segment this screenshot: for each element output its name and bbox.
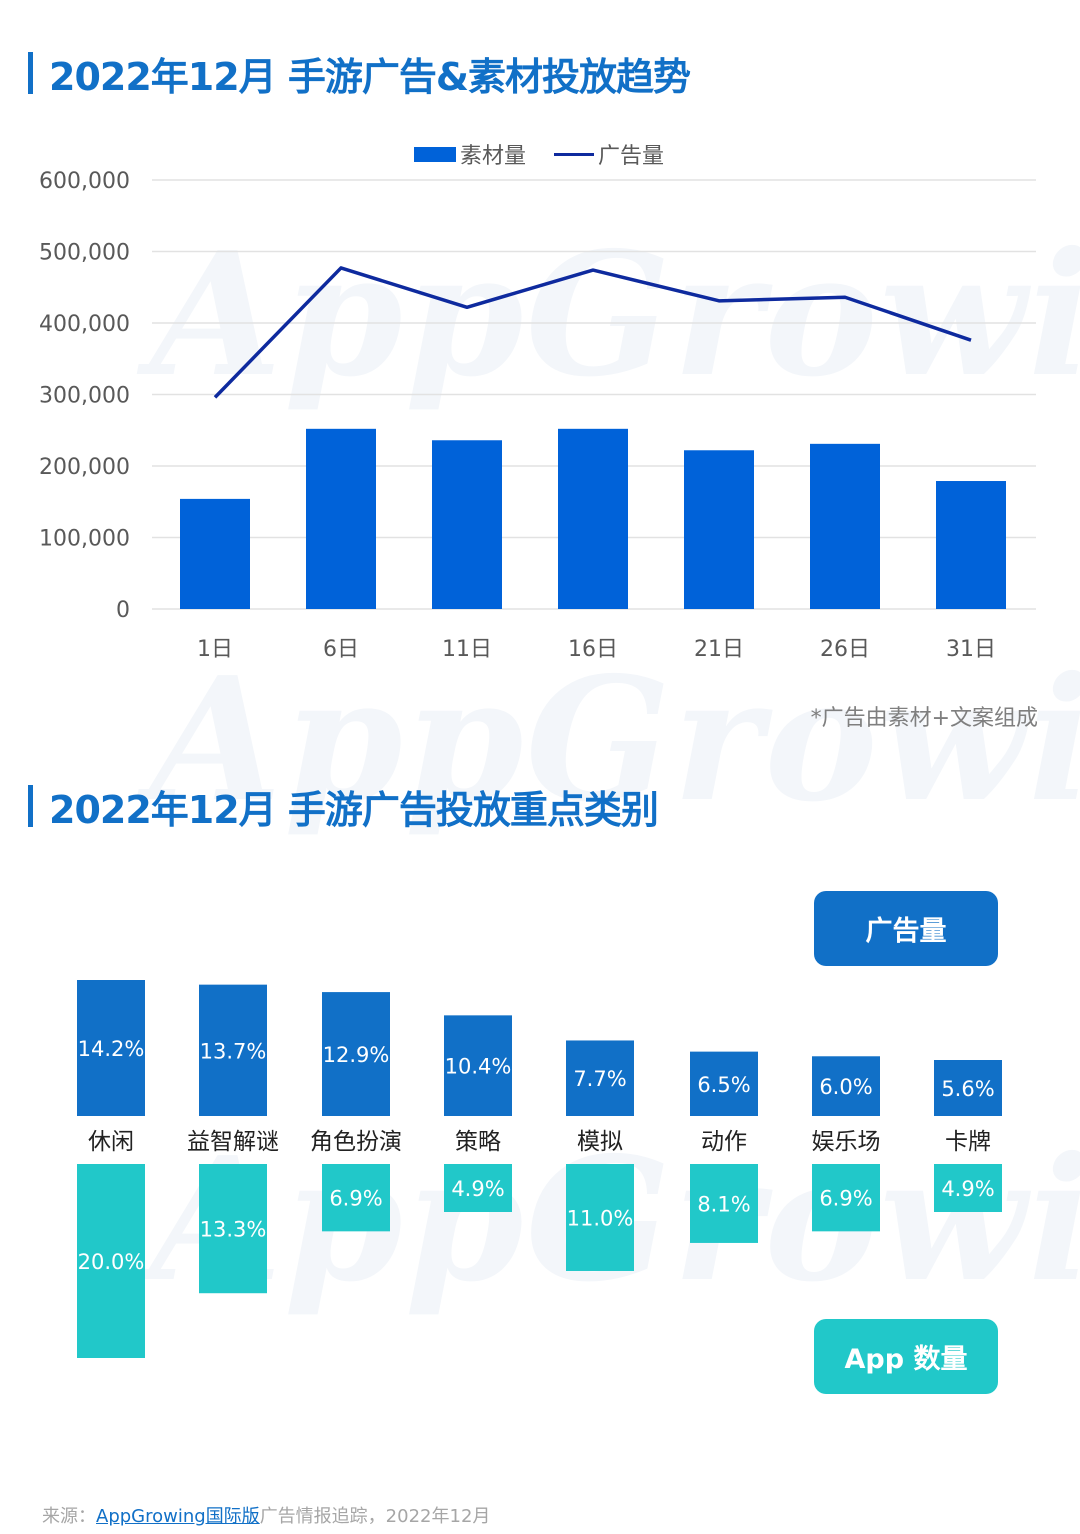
material-bar xyxy=(432,440,502,609)
title-accent-bar xyxy=(28,52,33,94)
x-tick-label: 16日 xyxy=(568,637,618,662)
y-tick-label: 600,000 xyxy=(39,169,130,194)
category-label: 卡牌 xyxy=(945,1129,991,1155)
ads-share-value: 13.7% xyxy=(200,1039,267,1063)
trend-chart: 0 100,000 200,000 300,000 400,000 500,000 600,… xyxy=(39,169,1036,662)
y-tick-label: 200,000 xyxy=(39,455,130,480)
section-title-text: 2022年12月 手游广告&素材投放趋势 xyxy=(49,54,691,99)
y-tick-label: 400,000 xyxy=(39,312,130,337)
x-tick-label: 31日 xyxy=(946,637,996,662)
material-bar xyxy=(936,481,1006,609)
category-label: 模拟 xyxy=(577,1129,623,1155)
y-tick-label: 500,000 xyxy=(39,241,130,266)
x-tick-label: 6日 xyxy=(323,637,359,662)
ads-share-value: 14.2% xyxy=(78,1037,145,1061)
category-chart: 14.2% 13.7% 12.9% 10.4% 7.7% 6.5% 6.0% 5.6% 休闲 益智… xyxy=(77,980,1002,1358)
ads-share-bar xyxy=(444,1015,512,1116)
material-bar xyxy=(810,443,880,609)
app-share-bar xyxy=(199,1164,267,1294)
y-tick-label: 0 xyxy=(116,598,130,623)
app-share-value: 4.9% xyxy=(941,1177,994,1201)
legend-line-swatch-icon xyxy=(554,152,595,156)
app-share-bar xyxy=(77,1164,145,1358)
app-share-value: 8.1% xyxy=(697,1192,750,1216)
app-share-bar xyxy=(566,1164,634,1271)
material-bar xyxy=(558,428,628,609)
title-accent-bar xyxy=(28,785,33,827)
legend-bar-swatch-icon xyxy=(414,146,456,162)
ads-share-bar xyxy=(77,980,145,1116)
category-label: 策略 xyxy=(455,1129,501,1155)
material-bar xyxy=(684,450,754,609)
source-suffix: 广告情报追踪，2022年12月 xyxy=(259,1506,491,1527)
material-bar xyxy=(306,428,376,609)
section-title-text: 2022年12月 手游广告投放重点类别 xyxy=(49,787,659,832)
x-tick-label: 1日 xyxy=(197,637,233,662)
ads-share-value: 5.6% xyxy=(941,1077,994,1101)
pill-ads-label: 广告量 xyxy=(865,916,947,947)
app-share-bar xyxy=(690,1164,758,1243)
ads-share-value: 6.5% xyxy=(697,1073,750,1097)
ads-share-bar xyxy=(322,992,390,1116)
section-title-trend: 2022年12月 手游广告&素材投放趋势 xyxy=(28,50,691,99)
app-share-value: 6.9% xyxy=(329,1187,382,1211)
category-label: 益智解谜 xyxy=(187,1129,279,1155)
ads-share-bar xyxy=(812,1056,880,1116)
category-label: 娱乐场 xyxy=(812,1129,881,1155)
source-link[interactable]: AppGrowing国际版 xyxy=(96,1506,260,1527)
category-label: 动作 xyxy=(701,1129,747,1155)
chart-footnote: *广告由素材+文案组成 xyxy=(810,706,1038,731)
x-tick-label: 26日 xyxy=(820,637,870,662)
ads-line xyxy=(213,266,972,399)
app-share-value: 6.9% xyxy=(819,1187,872,1211)
legend-bar-label: 素材量 xyxy=(460,144,527,169)
pill-apps-label: App 数量 xyxy=(844,1344,968,1375)
legend-pill-apps: App 数量 xyxy=(814,1319,998,1394)
x-tick-label: 21日 xyxy=(694,637,744,662)
ads-share-value: 6.0% xyxy=(819,1075,872,1099)
x-tick-label: 11日 xyxy=(442,637,492,662)
ads-share-bar xyxy=(934,1060,1002,1116)
legend-line-label: 广告量 xyxy=(598,144,665,169)
ads-share-value: 10.4% xyxy=(445,1055,512,1079)
chart-legend: 素材量 广告量 xyxy=(414,138,664,170)
app-share-value: 13.3% xyxy=(200,1218,267,1242)
ads-share-bar xyxy=(199,984,267,1116)
ads-share-value: 12.9% xyxy=(323,1043,390,1067)
category-label: 休闲 xyxy=(88,1129,134,1155)
material-bar xyxy=(180,498,250,609)
app-share-value: 11.0% xyxy=(567,1206,634,1230)
section-title-categories: 2022年12月 手游广告投放重点类别 xyxy=(28,783,659,832)
y-tick-label: 100,000 xyxy=(39,527,130,552)
app-share-value: 4.9% xyxy=(451,1177,504,1201)
y-tick-label: 300,000 xyxy=(39,384,130,409)
app-share-bar xyxy=(812,1164,880,1232)
app-share-bar xyxy=(322,1164,390,1232)
app-share-bar xyxy=(934,1164,1002,1212)
category-label: 角色扮演 xyxy=(310,1129,402,1155)
ads-share-bar xyxy=(566,1040,634,1116)
ads-share-bar xyxy=(690,1051,758,1116)
legend-pill-ads: 广告量 xyxy=(814,891,998,966)
app-share-value: 20.0% xyxy=(78,1250,145,1274)
app-share-bar xyxy=(444,1164,512,1212)
source-prefix: 来源： xyxy=(42,1506,96,1527)
source-footer: 来源：AppGrowing国际版广告情报追踪，2022年12月 xyxy=(42,1502,490,1528)
ads-share-value: 7.7% xyxy=(573,1067,626,1091)
